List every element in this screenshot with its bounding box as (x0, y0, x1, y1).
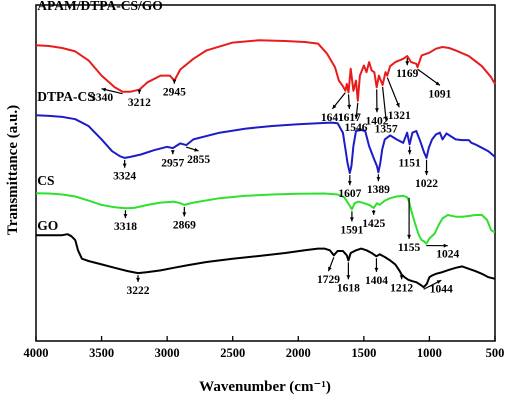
peak-annotations: 3340 321229451641161715461402135713211169… (90, 58, 460, 297)
peak-label: 1321 (388, 110, 411, 122)
peak-arrow-head (436, 280, 442, 284)
peak-arrow-head (395, 102, 400, 108)
series-label-2: CS (37, 173, 54, 188)
peak-label: 1151 (398, 157, 421, 169)
peak-label: 1155 (398, 242, 421, 254)
peak-label: 1546 (344, 122, 367, 134)
peak-label: 1044 (430, 283, 453, 295)
peak-label: 1729 (317, 274, 340, 286)
peak-arrow-head (374, 108, 379, 113)
peak-label: 1618 (337, 282, 360, 294)
peak-arrow-head (376, 177, 381, 182)
peak-arrow-head (194, 147, 199, 152)
peak-arrow-head (405, 61, 410, 66)
peak-arrow-head (349, 217, 354, 222)
peak-arrow-head (346, 275, 351, 280)
peak-label: 1357 (375, 124, 398, 136)
peak-arrow-head (123, 214, 128, 219)
peak-label: 1389 (367, 184, 390, 196)
peak-arrow-head (399, 275, 404, 280)
peak-label: 1404 (365, 275, 388, 287)
peak-label: 1024 (436, 249, 459, 261)
peak-arrow-head (374, 267, 379, 272)
x-tick-label: 2000 (286, 346, 311, 360)
series-line-3 (36, 233, 496, 289)
y-axis-label: Transmittance (a.u.) (5, 105, 21, 235)
peak-arrow-head (137, 89, 142, 94)
x-tick-label: 4000 (24, 346, 49, 360)
peak-label: 3212 (128, 97, 151, 109)
peak-arrow-head (328, 266, 332, 272)
series-label-1: DTPA-CS (37, 89, 95, 104)
peak-arrow-head (407, 150, 412, 155)
peak-label: 1091 (428, 88, 451, 100)
peak-label: 1022 (415, 178, 438, 190)
peak-arrow-head (383, 116, 388, 121)
x-axis-ticks: 4000 3500 3000 2500 2000 1500 1000 500 (24, 336, 505, 360)
peak-arrow-head (347, 181, 352, 186)
peak-label: 1169 (396, 68, 419, 80)
x-tick-label: 3000 (155, 346, 180, 360)
peak-label: 2869 (173, 219, 196, 231)
series-line-2 (35, 192, 495, 245)
peak-label: 1212 (390, 282, 413, 294)
peak-arrow-head (182, 212, 187, 217)
peak-arrow-head (172, 79, 177, 84)
peak-arrow-head (347, 104, 352, 109)
peak-label: 1641 (321, 112, 344, 124)
peak-label: 1607 (338, 188, 361, 200)
series-line-1 (35, 114, 496, 174)
x-tick-label: 2500 (220, 346, 245, 360)
series-line-0 (35, 39, 496, 102)
x-axis-label: Wavenumber (cm⁻¹) (199, 379, 331, 395)
peak-arrow-head (424, 171, 429, 176)
peak-arrow-head (443, 243, 448, 248)
x-tick-label: 500 (486, 346, 505, 360)
x-tick-label: 1500 (351, 346, 376, 360)
peak-arrow-head (136, 277, 140, 282)
peak-arrow-line (386, 77, 400, 108)
peak-label: 3340 (90, 92, 113, 104)
peak-arrow-head (407, 234, 412, 239)
peak-label: 3222 (127, 285, 150, 297)
x-tick-label: 3500 (89, 346, 114, 360)
peak-label: 2855 (187, 154, 210, 166)
series-labels: APAM/DTPA-CS/GO DTPA-CS CS GO (37, 0, 163, 233)
series-label-3: GO (37, 218, 58, 233)
peak-arrow-line (417, 68, 441, 86)
peak-label: 2945 (163, 87, 186, 99)
peak-label: 3324 (113, 171, 136, 183)
series-curves (35, 39, 496, 289)
peak-label: 1591 (340, 224, 363, 236)
peak-arrow-head (122, 163, 127, 168)
plot-frame (35, 4, 496, 342)
peak-arrow-head (332, 104, 337, 109)
peak-label: 2957 (161, 157, 184, 169)
peak-arrow-head (354, 114, 359, 119)
series-label-0: APAM/DTPA-CS/GO (37, 0, 163, 13)
peak-label: 1425 (362, 218, 385, 230)
peak-arrow-head (371, 210, 376, 215)
peak-label: 3318 (114, 221, 137, 233)
peak-arrow-head (170, 150, 175, 155)
x-tick-label: 1000 (417, 346, 442, 360)
peak-arrow-line (382, 86, 387, 121)
peak-arrow-head (435, 81, 440, 86)
peak-label: 1402 (365, 115, 388, 127)
peak-arrow-head (101, 87, 106, 92)
